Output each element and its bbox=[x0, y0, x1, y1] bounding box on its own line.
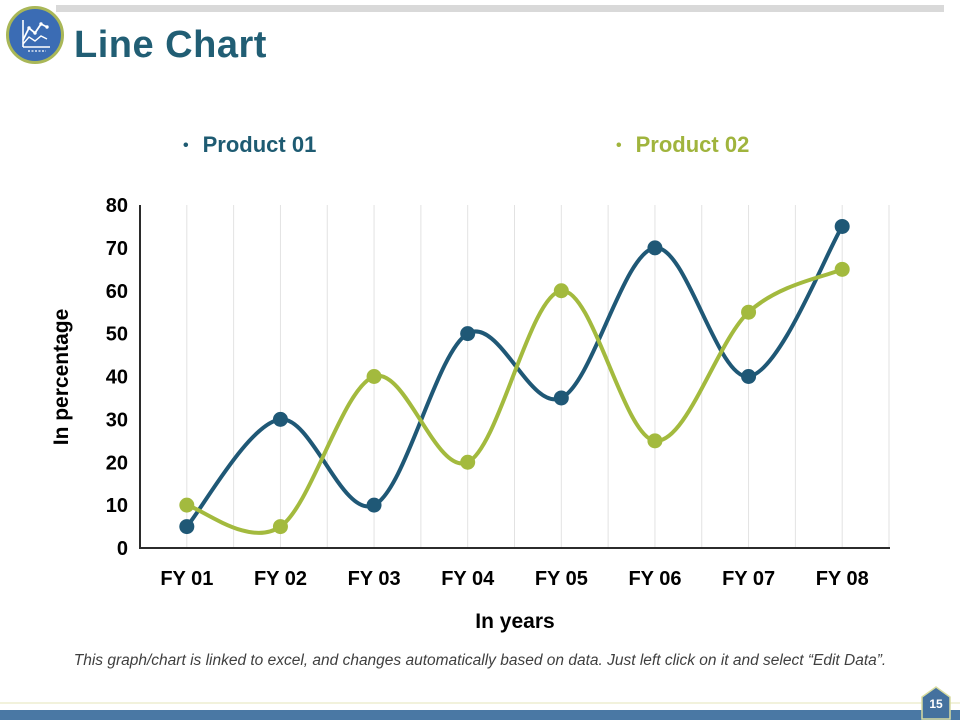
data-point-product-02 bbox=[647, 433, 663, 449]
data-point-product-01 bbox=[179, 519, 195, 535]
y-tick-label: 10 bbox=[106, 495, 128, 517]
data-point-product-02 bbox=[272, 519, 288, 535]
x-tick-label: FY 02 bbox=[254, 568, 307, 590]
data-point-product-01 bbox=[553, 390, 569, 406]
legend-label-product-01: Product 01 bbox=[202, 132, 317, 157]
line-chart[interactable]: 0 10 20 30 40 50 60 70 80 FY 01 FY 02 FY 03 FY 04 FY … bbox=[0, 190, 960, 660]
footer-note: This graph/chart is linked to excel, and… bbox=[73, 652, 887, 669]
data-point-product-01 bbox=[741, 369, 757, 384]
legend-item-product-01: • Product 01 bbox=[183, 132, 316, 158]
x-tick-label: FY 04 bbox=[441, 568, 495, 590]
y-tick-label: 50 bbox=[106, 324, 128, 346]
x-tick-label: FY 03 bbox=[348, 568, 401, 590]
y-tick-label: 40 bbox=[106, 367, 128, 389]
data-point-product-01 bbox=[647, 240, 663, 256]
y-tick-label: 60 bbox=[106, 281, 128, 303]
page-number-badge: 15 bbox=[921, 686, 951, 720]
data-point-product-01 bbox=[460, 326, 476, 342]
data-point-product-02 bbox=[741, 304, 757, 320]
x-tick-label: FY 07 bbox=[722, 568, 775, 590]
series-line-product-02 bbox=[184, 267, 845, 535]
x-axis-title: In years bbox=[475, 610, 554, 633]
data-point-product-02 bbox=[460, 454, 476, 470]
x-tick-label: FY 06 bbox=[628, 568, 681, 590]
legend-bullet-product-01: • bbox=[183, 137, 189, 154]
data-point-product-02 bbox=[553, 283, 569, 299]
data-point-product-01 bbox=[366, 497, 382, 513]
y-tick-label: 0 bbox=[117, 538, 128, 560]
y-tick-label: 80 bbox=[106, 195, 128, 217]
page-number: 15 bbox=[929, 697, 943, 711]
x-tick-label: FY 05 bbox=[535, 568, 588, 590]
legend-label-product-02: Product 02 bbox=[635, 132, 750, 157]
data-point-product-02 bbox=[179, 497, 195, 513]
data-point-product-02 bbox=[834, 261, 850, 277]
slide-title: Line Chart bbox=[74, 24, 267, 66]
y-axis-title: In percentage bbox=[50, 309, 73, 446]
x-tick-label: FY 01 bbox=[160, 568, 213, 590]
series-line-product-01 bbox=[184, 224, 845, 529]
data-point-product-02 bbox=[366, 369, 382, 384]
top-strip bbox=[56, 5, 944, 12]
legend-bullet-product-02: • bbox=[616, 137, 622, 154]
footer-divider bbox=[0, 702, 960, 704]
data-point-product-01 bbox=[834, 218, 850, 234]
data-point-product-01 bbox=[272, 411, 288, 427]
bottom-bar bbox=[0, 710, 960, 720]
x-tick-label: FY 08 bbox=[816, 568, 869, 590]
line-chart-icon bbox=[6, 6, 64, 64]
line-chart-svg[interactable]: 0 10 20 30 40 50 60 70 80 FY 01 FY 02 FY 03 FY 04 FY … bbox=[0, 190, 960, 660]
y-tick-label: 30 bbox=[106, 409, 128, 431]
y-tick-label: 70 bbox=[106, 238, 128, 260]
y-tick-label: 20 bbox=[106, 452, 128, 474]
legend-item-product-02: • Product 02 bbox=[616, 132, 749, 158]
